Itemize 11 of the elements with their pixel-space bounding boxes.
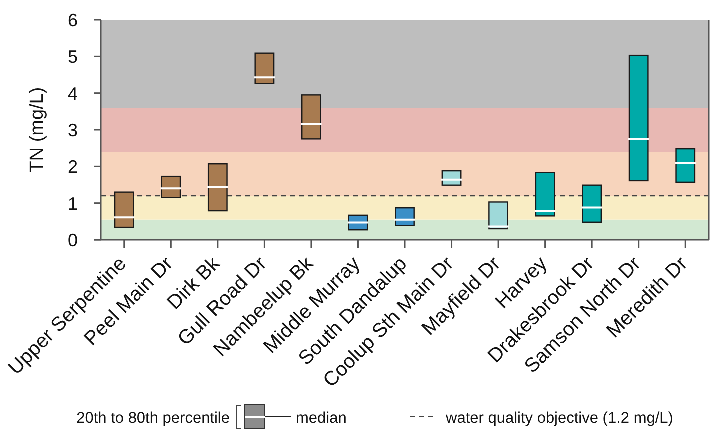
text: 20th to 80th percentile bbox=[76, 410, 230, 427]
y-tick-label: 6 bbox=[68, 10, 78, 30]
legend-label: water quality objective (1.2 mg/L) bbox=[445, 410, 674, 427]
y-tick-label: 4 bbox=[68, 84, 78, 104]
text: median bbox=[296, 410, 347, 427]
y-axis-title: TN (mg/L) bbox=[27, 87, 48, 173]
y-tick-label: 3 bbox=[68, 120, 78, 140]
y-tick-label: 2 bbox=[68, 157, 78, 178]
y-tick-label: 1 bbox=[68, 194, 78, 214]
y-tick-label: 5 bbox=[68, 47, 78, 68]
y-tick-label: 0 bbox=[68, 230, 78, 250]
